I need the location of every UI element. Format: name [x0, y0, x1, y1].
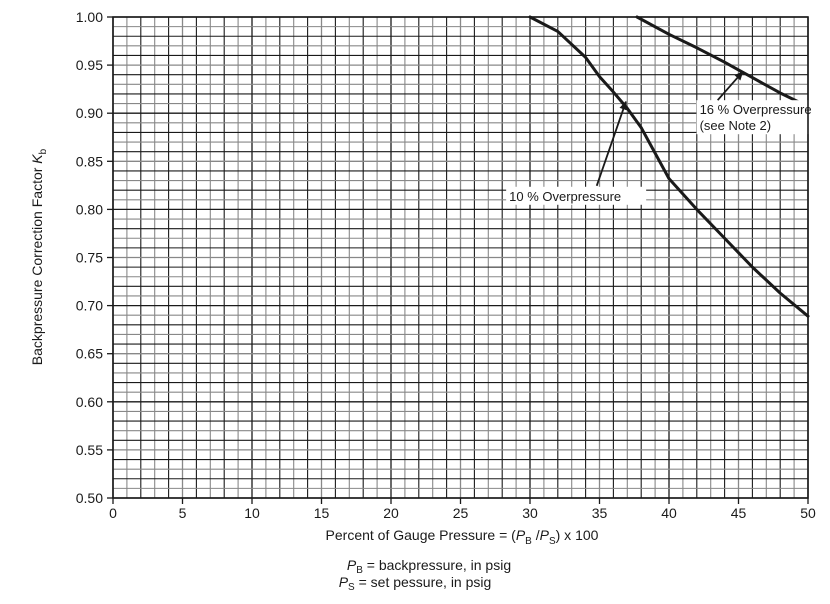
x-tick-label: 20 [383, 505, 399, 521]
svg-text:Backpressure Correction Factor: Backpressure Correction Factor Kb [29, 148, 49, 365]
pb-symbol: P [346, 557, 357, 573]
x-axis-title: Percent of Gauge Pressure = (PB /PS) x 1… [326, 527, 599, 547]
annotation-16pct-label: 16 % Overpressure [700, 102, 812, 117]
x-tick-label: 50 [800, 505, 816, 521]
kb-chart: 10 % Overpressure 16 % Overpressure(see N… [29, 9, 830, 547]
x-tick-label: 25 [453, 505, 469, 521]
grid-lines [112, 16, 809, 499]
y-tick-label: 1.00 [76, 9, 103, 25]
x-tick-label: 0 [109, 505, 117, 521]
y-tick-label: 0.65 [76, 346, 103, 362]
x-tick-label: 45 [731, 505, 747, 521]
x-tick-label: 35 [592, 505, 608, 521]
y-tick-label: 0.75 [76, 250, 103, 266]
y-tick-label: 0.50 [76, 490, 103, 506]
y-tick-label: 0.85 [76, 153, 103, 169]
curve-16pct [635, 15, 810, 108]
x-tick-label: 5 [179, 505, 187, 521]
x-tick-label: 10 [244, 505, 260, 521]
x-tick-label: 15 [314, 505, 330, 521]
curve-10pct [528, 15, 810, 318]
curves [528, 15, 810, 318]
x-tick-label: 40 [661, 505, 677, 521]
y-axis-title: Backpressure Correction Factor Kb [29, 148, 49, 365]
ps-symbol: P [338, 574, 349, 590]
y-tick-label: 0.60 [76, 394, 103, 410]
y-axis-ticks: 0.50 0.55 0.60 0.65 0.70 0.75 0.80 0.85 0.90 0.95… [76, 9, 113, 506]
y-tick-label: 0.55 [76, 442, 103, 458]
x-tick-label: 30 [522, 505, 538, 521]
annotation-10pct-label: 10 % Overpressure [509, 189, 621, 204]
y-tick-label: 0.90 [76, 105, 103, 121]
y-tick-label: 0.95 [76, 57, 103, 73]
y-tick-label: 0.70 [76, 298, 103, 314]
annotations: 10 % Overpressure 16 % Overpressure(see N… [506, 71, 830, 205]
svg-text:Percent of Gauge Pressure = (P: Percent of Gauge Pressure = (PB /PS) x 1… [326, 527, 599, 547]
pb-subscript: B [356, 565, 363, 576]
x-axis-ticks: 0 5 10 15 20 25 30 35 40 45 50 [109, 498, 816, 521]
note-pb: PB = backpressure, in psig [0, 558, 830, 578]
pb-definition: = backpressure, in psig [362, 557, 512, 573]
annotation-16pct-note: (see Note 2) [700, 118, 772, 133]
ps-definition: = set pessure, in psig [354, 574, 492, 590]
y-tick-label: 0.80 [76, 201, 103, 217]
note-ps: PS = set pessure, in psig [0, 575, 830, 595]
ps-subscript: S [348, 582, 355, 593]
